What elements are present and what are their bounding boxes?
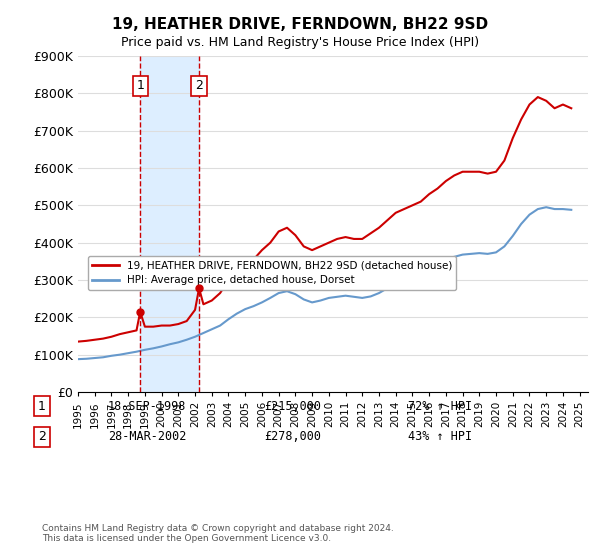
Legend: 19, HEATHER DRIVE, FERNDOWN, BH22 9SD (detached house), HPI: Average price, deta: 19, HEATHER DRIVE, FERNDOWN, BH22 9SD (d… (88, 256, 457, 290)
Text: 19, HEATHER DRIVE, FERNDOWN, BH22 9SD: 19, HEATHER DRIVE, FERNDOWN, BH22 9SD (112, 17, 488, 32)
Text: £278,000: £278,000 (264, 430, 321, 444)
Text: Contains HM Land Registry data © Crown copyright and database right 2024.
This d: Contains HM Land Registry data © Crown c… (42, 524, 394, 543)
Text: 1: 1 (136, 80, 144, 92)
Text: 2: 2 (195, 80, 203, 92)
Text: 28-MAR-2002: 28-MAR-2002 (108, 430, 187, 444)
Text: 72% ↑ HPI: 72% ↑ HPI (408, 399, 472, 413)
Text: Price paid vs. HM Land Registry's House Price Index (HPI): Price paid vs. HM Land Registry's House … (121, 36, 479, 49)
Text: 2: 2 (38, 430, 46, 444)
Text: 18-SEP-1998: 18-SEP-1998 (108, 399, 187, 413)
Bar (140, 56, 199, 392)
Text: £215,000: £215,000 (264, 399, 321, 413)
Text: 1: 1 (38, 399, 46, 413)
Text: 43% ↑ HPI: 43% ↑ HPI (408, 430, 472, 444)
